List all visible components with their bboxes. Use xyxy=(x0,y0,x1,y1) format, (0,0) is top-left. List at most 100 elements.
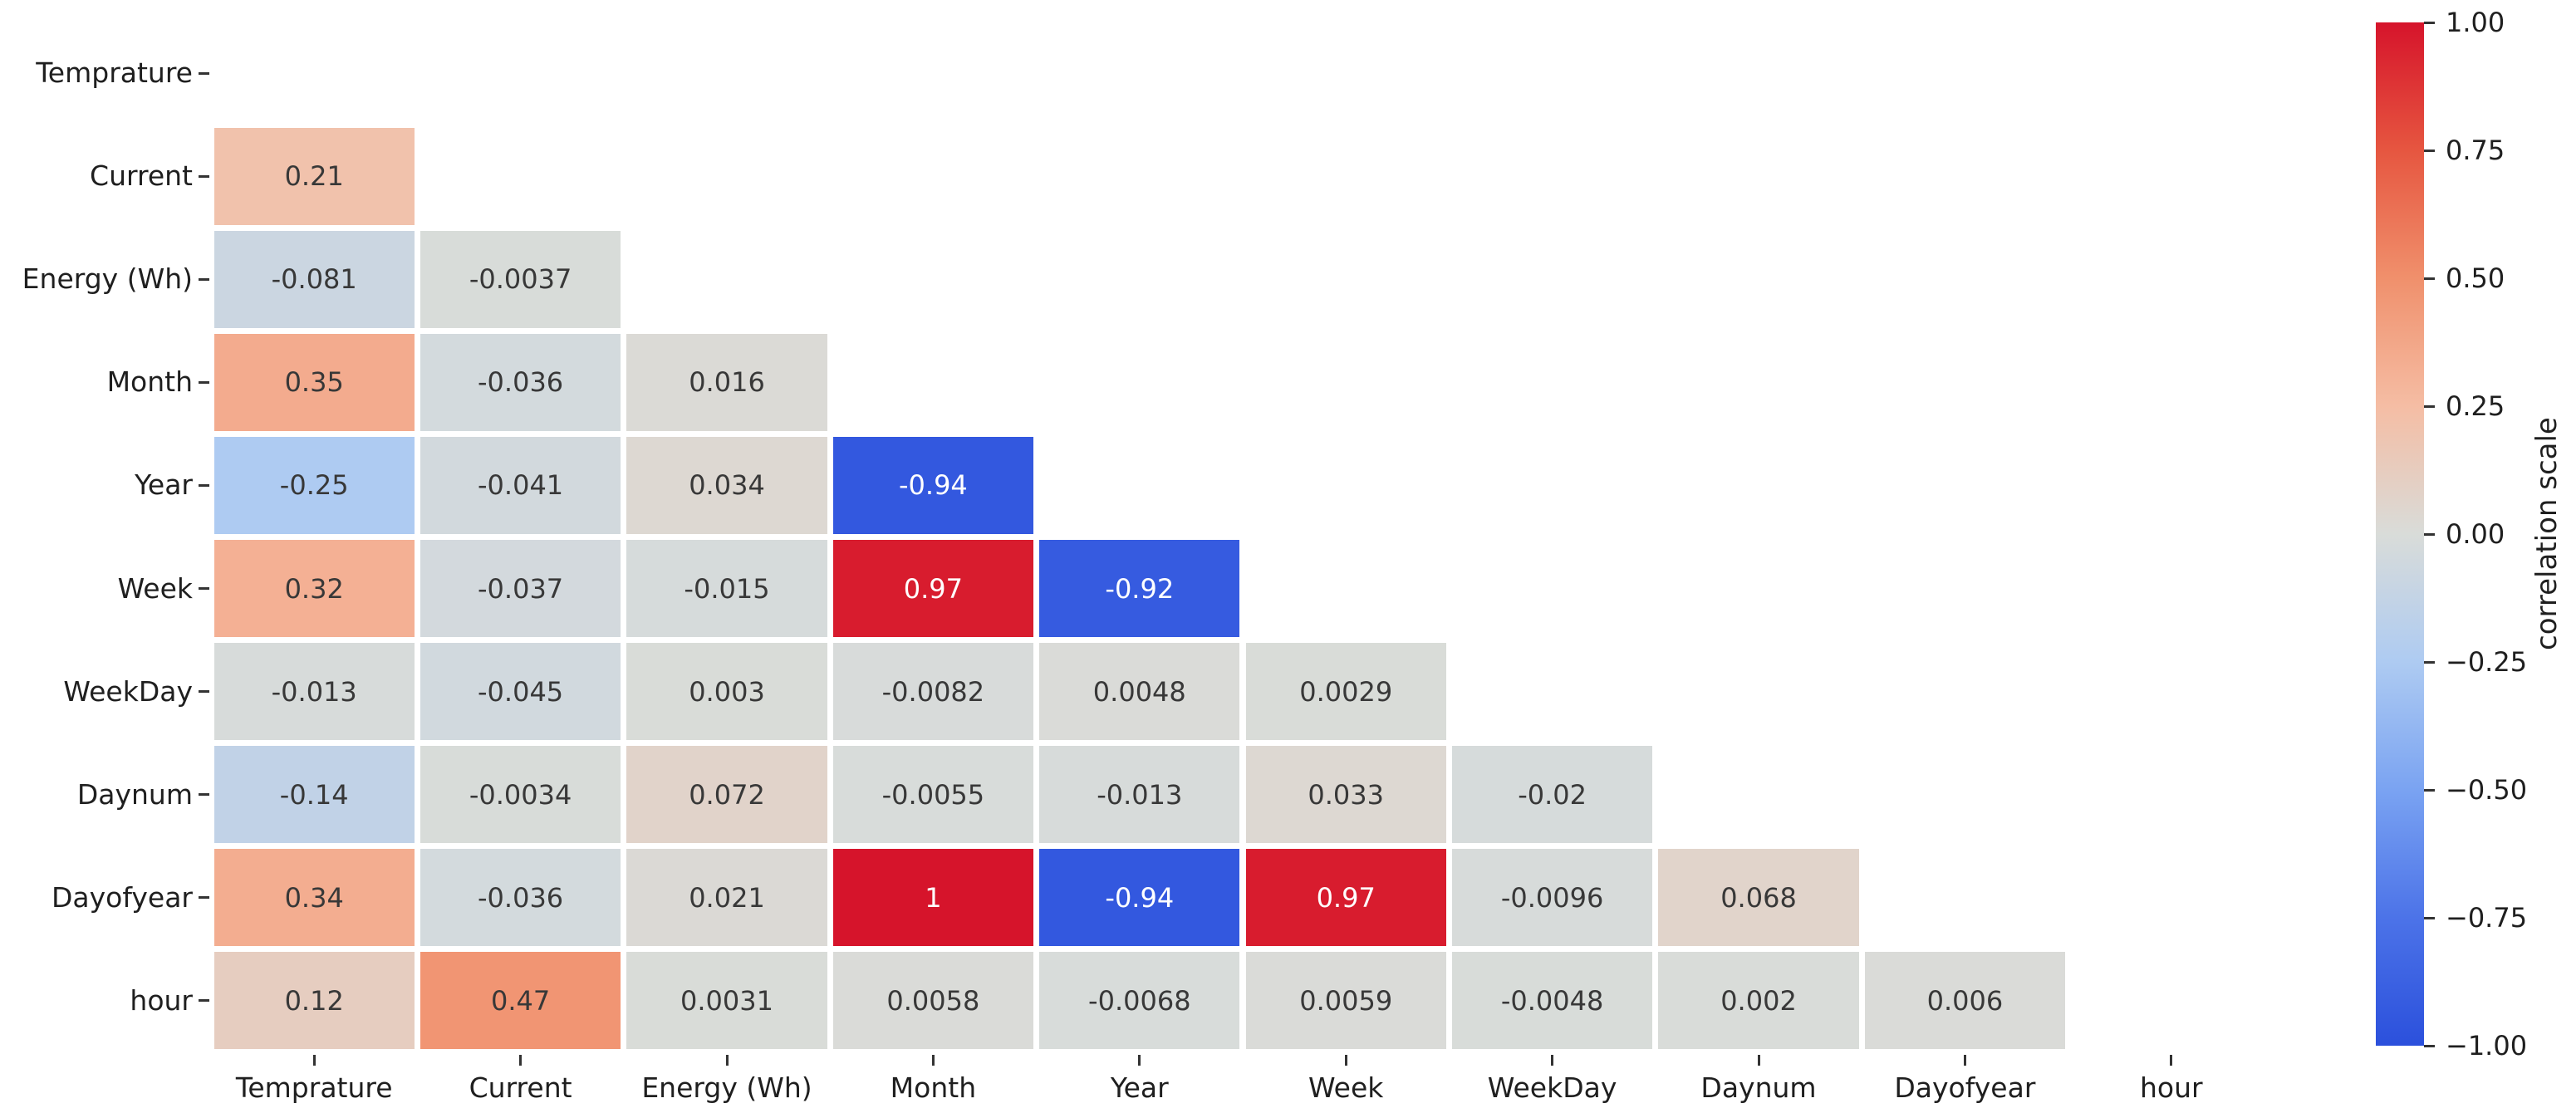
y-tick-mark xyxy=(199,587,209,591)
heatmap-cell-Week-Year: -0.92 xyxy=(1039,540,1240,638)
x-tick-mark xyxy=(725,1055,729,1066)
heatmap-cell-Dayofyear-Month: 1 xyxy=(832,849,1034,947)
heatmap-cell-Daynum-Temprature: -0.14 xyxy=(213,746,415,844)
x-tick-label-hour: hour xyxy=(2140,1071,2203,1104)
colorbar-tick-mark xyxy=(2424,1044,2435,1047)
y-tick-label-Energy (Wh): Energy (Wh) xyxy=(22,262,193,296)
y-tick-label-WeekDay: WeekDay xyxy=(63,674,193,708)
heatmap-cell-Daynum-Week: 0.033 xyxy=(1245,746,1446,844)
x-tick-mark xyxy=(1138,1055,1141,1066)
y-tick-mark xyxy=(199,380,209,384)
colorbar-tick-label: −0.75 xyxy=(2446,902,2528,934)
y-tick-mark xyxy=(199,277,209,281)
heatmap-cell-hour-Dayofyear: 0.006 xyxy=(1864,952,2066,1050)
heatmap-cell-Week-Temprature: 0.32 xyxy=(213,540,415,638)
y-tick-label-Month: Month xyxy=(106,365,193,399)
heatmap-cell-WeekDay-Energy (Wh): 0.003 xyxy=(626,643,827,741)
colorbar-tick-mark xyxy=(2424,660,2435,664)
heatmap-cell-Daynum-Year: -0.013 xyxy=(1039,746,1240,844)
heatmap-cell-hour-Energy (Wh): 0.0031 xyxy=(626,952,827,1050)
heatmap-cell-Week-Month: 0.97 xyxy=(832,540,1034,638)
heatmap-cell-hour-Current: 0.47 xyxy=(420,952,621,1050)
colorbar-tick-mark xyxy=(2424,532,2435,536)
y-tick-mark xyxy=(199,71,209,75)
y-tick-label-Dayofyear: Dayofyear xyxy=(51,880,193,914)
colorbar-tick-label: −0.50 xyxy=(2446,774,2528,806)
colorbar-tick-mark xyxy=(2424,404,2435,408)
x-tick-label-Dayofyear: Dayofyear xyxy=(1894,1071,2036,1104)
colorbar-tick-mark xyxy=(2424,21,2435,24)
heatmap-cell-Week-Current: -0.037 xyxy=(420,540,621,638)
heatmap-cell-Month-Temprature: 0.35 xyxy=(213,333,415,431)
x-tick-label-Energy (Wh): Energy (Wh) xyxy=(641,1071,812,1104)
y-tick-mark xyxy=(199,793,209,797)
heatmap-cell-Year-Month: -0.94 xyxy=(832,436,1034,534)
colorbar-tick-label: 0.25 xyxy=(2446,390,2505,422)
y-tick-mark xyxy=(199,690,209,694)
colorbar-axis-label: correlation scale xyxy=(2530,417,2564,651)
colorbar-tick-label: 0.00 xyxy=(2446,518,2505,550)
heatmap-cell-hour-Month: 0.0058 xyxy=(832,952,1034,1050)
x-tick-label-Temprature: Temprature xyxy=(235,1071,393,1104)
heatmap-cell-Month-Current: -0.036 xyxy=(420,333,621,431)
heatmap-cell-Dayofyear-Energy (Wh): 0.021 xyxy=(626,849,827,947)
colorbar-tick-mark xyxy=(2424,277,2435,280)
y-tick-mark xyxy=(199,174,209,178)
x-tick-mark xyxy=(312,1055,316,1066)
x-tick-label-Daynum: Daynum xyxy=(1700,1071,1817,1104)
heatmap-cell-Year-Energy (Wh): 0.034 xyxy=(626,436,827,534)
heatmap-cell-Dayofyear-Year: -0.94 xyxy=(1039,849,1240,947)
colorbar-gradient xyxy=(2376,22,2424,1046)
heatmap-cell-Dayofyear-WeekDay: -0.0096 xyxy=(1451,849,1653,947)
y-tick-label-Week: Week xyxy=(117,571,193,605)
heatmap-cell-hour-Year: -0.0068 xyxy=(1039,952,1240,1050)
heatmap-cell-Dayofyear-Week: 0.97 xyxy=(1245,849,1446,947)
heatmap-cell-Energy (Wh)-Temprature: -0.081 xyxy=(213,230,415,328)
heatmap-cell-Year-Temprature: -0.25 xyxy=(213,436,415,534)
y-tick-label-Year: Year xyxy=(135,468,193,502)
colorbar-tick-label: 1.00 xyxy=(2446,7,2505,38)
y-tick-mark xyxy=(199,896,209,900)
y-tick-mark xyxy=(199,483,209,487)
heatmap-cell-WeekDay-Temprature: -0.013 xyxy=(213,643,415,741)
colorbar-tick-label: 0.75 xyxy=(2446,135,2505,166)
heatmap-cell-hour-WeekDay: -0.0048 xyxy=(1451,952,1653,1050)
heatmap-cell-hour-Daynum: 0.002 xyxy=(1658,952,1859,1050)
heatmap-cell-Daynum-Month: -0.0055 xyxy=(832,746,1034,844)
heatmap-cell-Dayofyear-Daynum: 0.068 xyxy=(1658,849,1859,947)
x-tick-label-Week: Week xyxy=(1308,1071,1384,1104)
heatmap-cell-Year-Current: -0.041 xyxy=(420,436,621,534)
heatmap-cell-WeekDay-Year: 0.0048 xyxy=(1039,643,1240,741)
colorbar-tick-label: 0.50 xyxy=(2446,262,2505,294)
colorbar-tick-label: −0.25 xyxy=(2446,646,2528,678)
colorbar-tick-mark xyxy=(2424,788,2435,792)
heatmap-cell-hour-Temprature: 0.12 xyxy=(213,952,415,1050)
x-tick-mark xyxy=(1344,1055,1347,1066)
y-tick-label-Temprature: Temprature xyxy=(36,56,193,90)
x-tick-mark xyxy=(931,1055,935,1066)
heatmap-cell-Dayofyear-Current: -0.036 xyxy=(420,849,621,947)
x-tick-mark xyxy=(519,1055,523,1066)
colorbar-tick-mark xyxy=(2424,149,2435,152)
y-tick-label-Daynum: Daynum xyxy=(76,777,193,811)
colorbar-tick-mark xyxy=(2424,916,2435,919)
x-tick-label-Current: Current xyxy=(469,1071,572,1104)
heatmap-cell-Current-Temprature: 0.21 xyxy=(213,127,415,225)
heatmap-cell-Dayofyear-Temprature: 0.34 xyxy=(213,849,415,947)
heatmap-cell-Daynum-Current: -0.0034 xyxy=(420,746,621,844)
x-tick-label-Year: Year xyxy=(1110,1071,1169,1104)
heatmap-cell-WeekDay-Current: -0.045 xyxy=(420,643,621,741)
heatmap-cell-Month-Energy (Wh): 0.016 xyxy=(626,333,827,431)
x-tick-label-WeekDay: WeekDay xyxy=(1487,1071,1617,1104)
y-tick-label-hour: hour xyxy=(130,983,193,1017)
y-tick-mark xyxy=(199,999,209,1003)
heatmap-cell-hour-Week: 0.0059 xyxy=(1245,952,1446,1050)
x-tick-mark xyxy=(2170,1055,2173,1066)
x-tick-mark xyxy=(1963,1055,1966,1066)
x-tick-label-Month: Month xyxy=(890,1071,977,1104)
heatmap-cell-WeekDay-Week: 0.0029 xyxy=(1245,643,1446,741)
x-tick-mark xyxy=(1551,1055,1554,1066)
heatmap-cell-Daynum-Energy (Wh): 0.072 xyxy=(626,746,827,844)
heatmap-cell-WeekDay-Month: -0.0082 xyxy=(832,643,1034,741)
